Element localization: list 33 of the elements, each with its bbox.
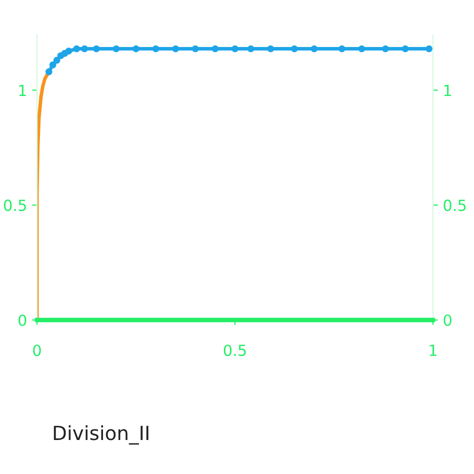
point (290, 45, 298, 52)
point (338, 45, 346, 52)
y2-tick-label: 0 (444, 314, 452, 326)
y2-tick-label: 0.5 (444, 200, 466, 212)
y-tick-label: 0 (18, 314, 26, 326)
point (192, 45, 199, 52)
y-tick-label: 0.5 (4, 200, 26, 212)
x-tick-label: 0 (33, 344, 41, 356)
point (92, 45, 100, 52)
point (73, 45, 80, 52)
x-tick-label: 0.5 (224, 344, 246, 356)
point (247, 45, 254, 52)
point (267, 45, 274, 52)
y2-tick-label: 1 (444, 84, 452, 96)
point (310, 45, 318, 52)
point (402, 45, 409, 52)
x-tick-label: 1 (430, 344, 436, 356)
point (65, 48, 72, 55)
point (172, 45, 180, 52)
point (212, 45, 219, 52)
point (426, 45, 433, 52)
point (152, 45, 160, 52)
point (358, 45, 366, 52)
text: Division_II (54, 425, 148, 445)
point (49, 61, 56, 68)
point (45, 68, 52, 76)
point (112, 45, 120, 52)
point (53, 56, 60, 64)
point (382, 45, 389, 52)
point (232, 45, 238, 52)
point (132, 45, 140, 52)
point (81, 45, 88, 52)
y-tick-label: 1 (19, 84, 26, 96)
